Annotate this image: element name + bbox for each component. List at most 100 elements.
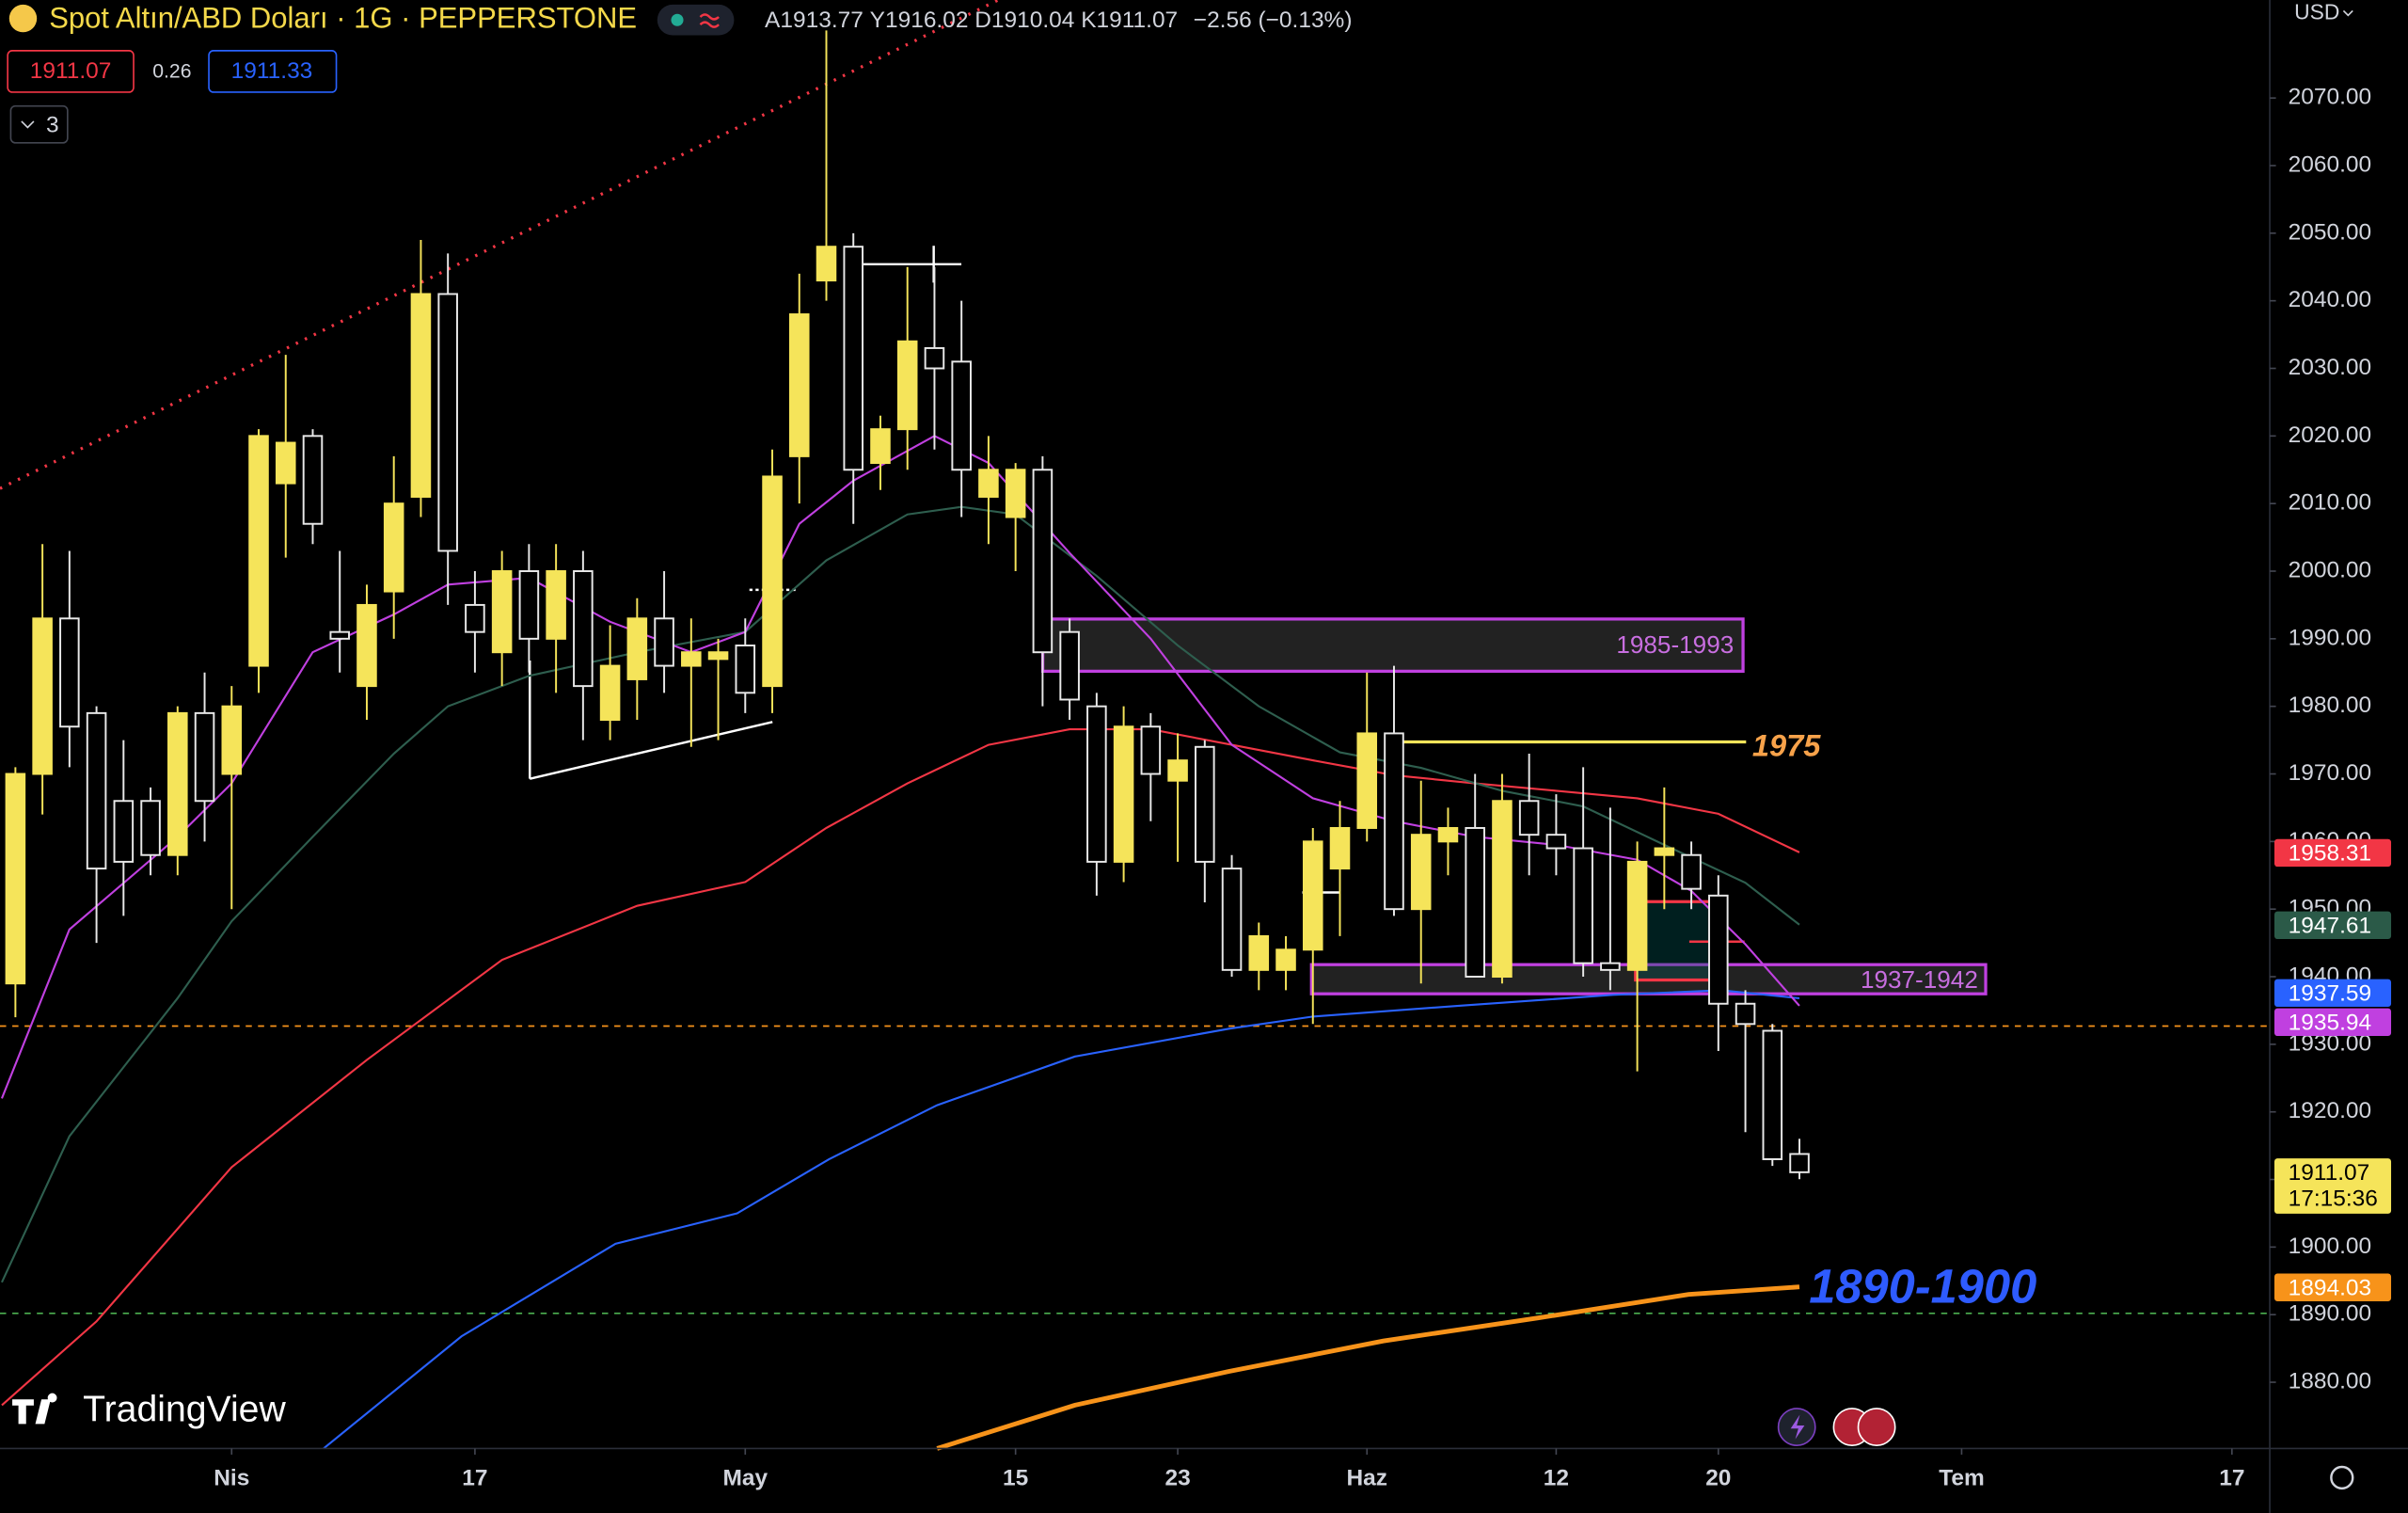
candle-body — [1626, 860, 1648, 971]
y-tick-label: 2030.00 — [2289, 355, 2371, 380]
candle-body — [1789, 1153, 1810, 1173]
last-price-tag — [2273, 1158, 2392, 1214]
candle-body — [1437, 827, 1459, 843]
x-tick-label: 20 — [1705, 1466, 1731, 1491]
y-tick-label: 1900.00 — [2289, 1234, 2371, 1259]
candle-body — [707, 651, 729, 661]
level-label: 1975 — [1752, 728, 1821, 763]
y-tick-label: 2010.00 — [2289, 490, 2371, 516]
status-pill — [657, 4, 735, 36]
header: Spot Altın/ABD Doları · 1G · PEPPERSTONE… — [7, 0, 2354, 1490]
x-tick-label: Nis — [214, 1466, 249, 1491]
bid-box[interactable] — [7, 50, 135, 93]
ohlc-key: K — [1081, 8, 1097, 33]
candle-body — [978, 469, 999, 498]
y-tick-label: 1890.00 — [2289, 1301, 2371, 1327]
brand: TradingView — [83, 1390, 286, 1430]
price-tag — [2273, 1008, 2392, 1037]
candle-body — [1195, 745, 1215, 863]
drawing-line — [529, 721, 773, 780]
y-tick-label: 2070.00 — [2289, 85, 2371, 110]
ohlc-key: D — [974, 8, 991, 33]
candle-body — [1600, 962, 1621, 971]
candle-body — [329, 630, 351, 640]
ohlc-value: 1916.02 — [885, 8, 968, 33]
indicator-toggle[interactable] — [9, 104, 69, 144]
price-tag-label: 1894.03 — [2289, 1275, 2371, 1300]
candle-body — [1735, 1002, 1756, 1026]
candle-body — [654, 617, 674, 667]
candle-body — [1545, 834, 1567, 850]
y-tick-label: 2020.00 — [2289, 422, 2371, 448]
candle-body — [1762, 1029, 1783, 1160]
price-tag-label: 1958.31 — [2289, 841, 2371, 867]
price-tag — [2273, 838, 2392, 868]
y-tick-label: 1880.00 — [2289, 1369, 2371, 1394]
candle-body — [681, 651, 702, 667]
candle-body — [599, 664, 621, 722]
axes: 1880.001890.001900.001910.001920.001930.… — [214, 85, 2392, 1491]
indicator-count: 3 — [46, 112, 59, 137]
candle-body — [1032, 469, 1054, 654]
candle-body — [167, 711, 188, 856]
countdown: 17:15:36 — [2289, 1187, 2378, 1212]
candle-body — [383, 502, 404, 593]
candle-body — [1059, 630, 1080, 701]
flag-icon[interactable] — [1857, 1408, 1896, 1446]
ohlc-value: 1913.77 — [780, 8, 863, 33]
candle-body — [59, 617, 80, 728]
symbol-icon — [8, 4, 38, 33]
candle-body — [1708, 894, 1729, 1005]
y-tick-label: 1990.00 — [2289, 625, 2371, 650]
candle-body — [1573, 847, 1593, 964]
candle-body — [762, 475, 783, 688]
candle-body — [735, 645, 756, 694]
candle-body — [1248, 934, 1270, 971]
last-price: 1911.07 — [2289, 1160, 2370, 1186]
candle-body — [1465, 827, 1485, 979]
ohlc: A1913.77 Y1916.02 D1910.04 K1911.07 −2.5… — [765, 8, 1352, 33]
ohlc-key: A — [765, 8, 781, 33]
status-icon — [699, 13, 720, 28]
candle-body — [248, 435, 269, 667]
symbol-title: Spot Altın/ABD Doları · 1G · PEPPERSTONE — [49, 1, 637, 34]
candle-body — [356, 603, 377, 688]
candle-body — [1518, 800, 1540, 836]
y-tick-label: 2040.00 — [2289, 287, 2371, 312]
candle-body — [465, 603, 485, 633]
settings-icon[interactable] — [2330, 1465, 2354, 1490]
candle-body — [896, 340, 918, 431]
candle-body — [518, 570, 540, 640]
candle-body — [1384, 732, 1404, 911]
zone-label: 1985-1993 — [1616, 630, 1734, 659]
currency[interactable]: USD — [2294, 0, 2339, 24]
price-tag — [2273, 911, 2392, 940]
ma-line — [0, 435, 1800, 1099]
candle-body — [816, 246, 837, 282]
y-tick-label: 1920.00 — [2289, 1098, 2371, 1123]
candle-body — [113, 800, 135, 863]
ma-line — [323, 989, 1800, 1450]
price-tag-label: 1937.59 — [2289, 980, 2371, 1006]
candle-body — [1681, 853, 1702, 890]
x-tick-label: May — [722, 1466, 768, 1491]
ask-box[interactable] — [208, 50, 338, 93]
y-tick-label: 1980.00 — [2289, 693, 2371, 718]
candle-body — [5, 772, 26, 985]
x-tick-label: 15 — [1003, 1466, 1028, 1491]
x-tick-label: 23 — [1164, 1466, 1190, 1491]
ohlc-value: 1910.04 — [991, 8, 1074, 33]
bid-price: 1911.07 — [30, 58, 112, 84]
target-label: 1890-1900 — [1809, 1260, 2036, 1314]
x-tick-label: 12 — [1544, 1466, 1569, 1491]
candle-body — [275, 441, 296, 485]
candle-body — [1356, 732, 1378, 829]
ohlc-key: Y — [870, 8, 885, 33]
ma-line — [1, 728, 1800, 1407]
candle-body — [1410, 834, 1432, 911]
price-tag — [2273, 1273, 2392, 1301]
candle-body — [491, 570, 513, 654]
candle-body — [1140, 725, 1162, 775]
